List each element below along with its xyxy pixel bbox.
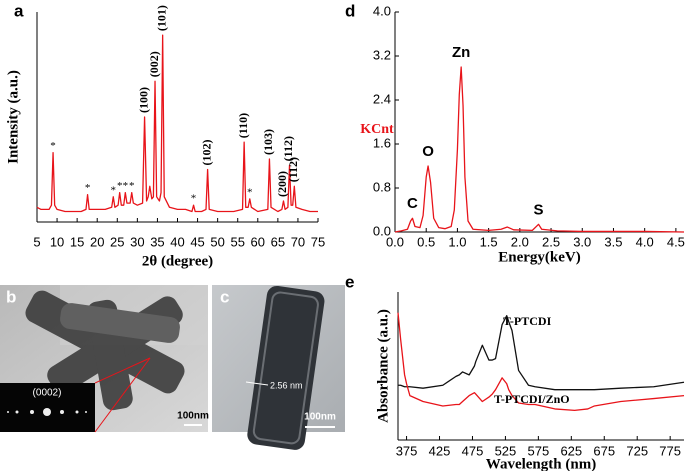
scale-bar-label: 100nm [304,412,336,423]
y-tick-label: 1.6 [373,135,391,150]
scale-bar-label: 100nm [177,411,209,422]
y-tick-label: 2.4 [373,91,391,106]
x-tick-label: 375 [396,443,418,458]
x-tick-label: 30 [130,234,144,249]
series-label: T-PTCDI [503,314,552,328]
x-tick-label: 425 [429,443,451,458]
y-axis-label: Intensity (a.u.) [5,70,21,164]
x-tick-label: 65 [271,234,285,249]
peak-label: (101) [154,5,168,31]
element-label: C [407,195,418,212]
peak-label: (200) [275,171,289,197]
peak-label: (103) [261,129,275,155]
inset-label: (0002) [33,388,62,399]
element-label: S [534,201,544,218]
x-tick-label: 525 [495,443,517,458]
measurement-label: 2.56 nm [270,380,303,390]
y-axis-label: KCnt [360,122,394,137]
x-tick-label: 475 [462,443,484,458]
series-line [397,312,685,412]
x-tick-label: 1.5 [480,234,498,249]
series-line [36,34,318,213]
panel-letter: b [6,287,16,306]
peak-label: (102) [199,140,213,166]
peak-marker: * [191,193,197,205]
x-tick-label: 3.0 [573,234,591,249]
x-tick-label: 675 [593,443,615,458]
x-tick-label: 4.5 [667,234,685,249]
panel-letter: a [14,1,24,20]
panel-letter: d [345,1,355,20]
x-tick-label: 75 [311,234,325,249]
x-tick-label: 60 [251,234,265,249]
x-tick-label: 5 [33,234,40,249]
panel-letter: c [220,287,229,306]
y-tick-label: 0.0 [373,223,391,238]
peak-label: (112) [286,157,300,182]
x-axis-label: 2θ (degree) [142,253,213,269]
tem-image-c: c 2.56 nm 100nm [212,285,345,450]
y-tick-label: 3.2 [373,47,391,62]
x-tick-label: 0.0 [386,234,404,249]
x-tick-label: 625 [560,443,582,458]
series-line [394,66,685,233]
x-tick-label: 725 [626,443,648,458]
x-tick-label: 775 [659,443,681,458]
panel-letter: e [345,272,354,291]
x-tick-label: 2.0 [511,234,529,249]
peak-label: (100) [136,87,150,113]
x-tick-label: 2.5 [542,234,560,249]
x-tick-label: 70 [291,234,305,249]
x-tick-label: 15 [70,234,84,249]
x-tick-label: 45 [190,234,204,249]
x-tick-label: 25 [110,234,124,249]
y-axis-label: Absorbance (a.u.) [375,309,391,423]
peak-marker: * [123,180,129,192]
x-tick-label: 55 [230,234,244,249]
peak-marker: * [85,182,91,194]
x-tick-label: 40 [170,234,184,249]
peak-marker: * [129,180,135,192]
x-tick-label: 20 [90,234,104,249]
x-tick-label: 35 [150,234,164,249]
x-tick-label: 3.5 [604,234,622,249]
x-axis-label: Wavelength (nm) [486,456,596,471]
peak-marker: * [111,184,117,196]
x-axis-label: Energy(keV) [498,249,581,265]
peak-label: (002) [147,51,161,77]
series-label: T-PTCDI/ZnO [494,392,570,406]
peak-marker: * [50,140,56,152]
x-tick-label: 50 [210,234,224,249]
tem-image-b: b (0002) 100nm [0,285,209,433]
peak-label: (112) [281,136,295,161]
y-tick-label: 0.8 [373,179,391,194]
peak-marker: * [247,186,253,198]
x-tick-label: 0.5 [417,234,435,249]
x-tick-label: 4.0 [636,234,654,249]
element-label: O [422,143,434,160]
x-tick-label: 575 [528,443,550,458]
x-tick-label: 1.0 [448,234,466,249]
series-line [398,315,685,391]
peak-marker: * [117,180,123,192]
peak-label: (110) [236,113,250,138]
x-tick-label: 10 [50,234,64,249]
element-label: Zn [452,44,470,61]
y-tick-label: 4.0 [373,3,391,18]
